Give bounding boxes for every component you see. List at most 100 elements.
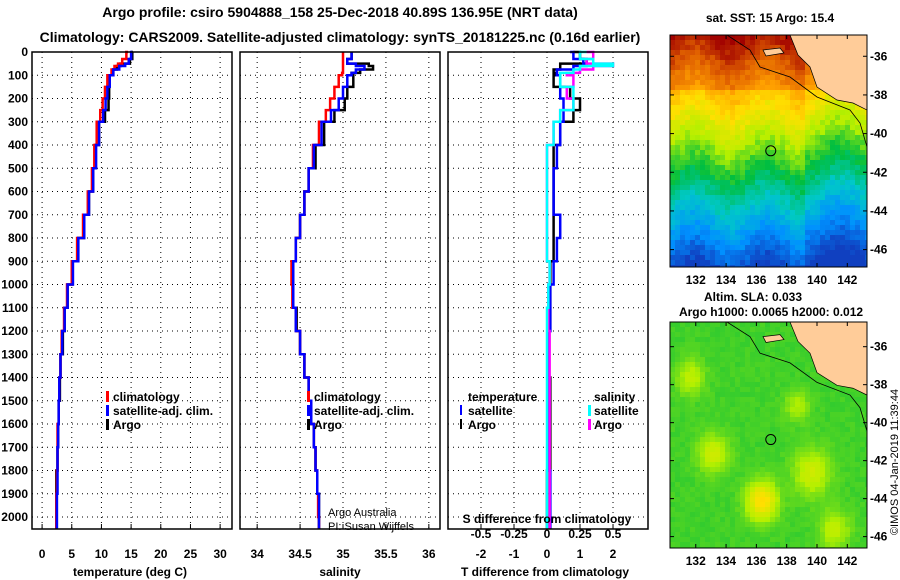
map-cell bbox=[730, 40, 736, 46]
map-cell bbox=[795, 160, 801, 166]
map-cell bbox=[680, 130, 686, 136]
map-cell bbox=[765, 322, 771, 328]
map-cell bbox=[690, 195, 696, 201]
map-cell bbox=[845, 165, 851, 171]
map-cell bbox=[720, 352, 726, 358]
map-cell bbox=[775, 35, 781, 41]
map-cell bbox=[755, 255, 761, 261]
map-cell bbox=[730, 90, 736, 96]
legend-swatch-s-argo bbox=[588, 419, 591, 430]
map-cell bbox=[850, 422, 856, 428]
map-cell bbox=[705, 537, 711, 543]
map-cell bbox=[750, 120, 756, 126]
map-cell bbox=[785, 357, 791, 363]
map-cell bbox=[830, 402, 836, 408]
map-cell bbox=[695, 130, 701, 136]
map-cell bbox=[760, 487, 766, 493]
map-cell bbox=[815, 427, 821, 433]
map-cell bbox=[765, 120, 771, 126]
map-cell bbox=[705, 502, 711, 508]
map-cell bbox=[770, 472, 776, 478]
map-cell bbox=[755, 245, 761, 251]
map-cell bbox=[710, 180, 716, 186]
map-cell bbox=[840, 492, 846, 498]
map-cell bbox=[810, 215, 816, 221]
map-cell bbox=[785, 235, 791, 241]
map-cell bbox=[735, 55, 741, 61]
map-cell bbox=[710, 477, 716, 483]
map-cell bbox=[795, 170, 801, 176]
map-cell bbox=[780, 110, 786, 116]
map-cell bbox=[845, 467, 851, 473]
map-cell bbox=[755, 452, 761, 458]
map-cell bbox=[780, 362, 786, 368]
map-cell bbox=[710, 220, 716, 226]
map-cell bbox=[800, 195, 806, 201]
map-cell bbox=[845, 472, 851, 478]
map-cell bbox=[825, 240, 831, 246]
map-cell bbox=[780, 140, 786, 146]
map-cell bbox=[790, 377, 796, 383]
map-cell bbox=[675, 372, 681, 378]
map-cell bbox=[735, 230, 741, 236]
map-cell bbox=[725, 185, 731, 191]
map-cell bbox=[815, 145, 821, 151]
map-cell bbox=[835, 260, 841, 266]
map-cell bbox=[805, 532, 811, 538]
map-cell bbox=[750, 422, 756, 428]
map-cell bbox=[745, 437, 751, 443]
map-cell bbox=[710, 205, 716, 211]
map-cell bbox=[740, 442, 746, 448]
map-cell bbox=[825, 422, 831, 428]
map-cell bbox=[690, 517, 696, 523]
map-cell bbox=[680, 220, 686, 226]
map-cell bbox=[770, 200, 776, 206]
map-cell bbox=[715, 457, 721, 463]
map-cell bbox=[770, 150, 776, 156]
map-cell bbox=[805, 402, 811, 408]
map-cell bbox=[780, 457, 786, 463]
map-cell bbox=[730, 245, 736, 251]
map-cell bbox=[675, 235, 681, 241]
map-cell bbox=[835, 170, 841, 176]
map-cell bbox=[845, 170, 851, 176]
map-cell bbox=[845, 140, 851, 146]
map-cell bbox=[755, 492, 761, 498]
map-cell bbox=[790, 160, 796, 166]
map-cell bbox=[820, 507, 826, 513]
map-cell bbox=[755, 467, 761, 473]
map-cell bbox=[730, 120, 736, 126]
map-cell bbox=[715, 432, 721, 438]
map-cell bbox=[705, 135, 711, 141]
map-cell bbox=[700, 452, 706, 458]
map-cell bbox=[690, 537, 696, 543]
map-cell bbox=[705, 322, 711, 328]
map-cell bbox=[700, 327, 706, 333]
map-cell bbox=[690, 205, 696, 211]
map-cell bbox=[850, 437, 856, 443]
map-cell bbox=[715, 215, 721, 221]
map-cell bbox=[760, 210, 766, 216]
map-cell bbox=[845, 215, 851, 221]
map-cell bbox=[695, 472, 701, 478]
series-line-satellite-adj-clim- bbox=[55, 50, 133, 529]
map-cell bbox=[775, 155, 781, 161]
map-cell bbox=[700, 235, 706, 241]
map-cell bbox=[710, 135, 716, 141]
salinity-panel: 34 34.5 35 35.5 36 bbox=[239, 51, 441, 561]
map-cell bbox=[670, 472, 676, 478]
map-cell bbox=[810, 392, 816, 398]
map-cell bbox=[755, 477, 761, 483]
map-cell bbox=[740, 407, 746, 413]
map-cell bbox=[835, 457, 841, 463]
map-cell bbox=[805, 245, 811, 251]
map-cell bbox=[670, 512, 676, 518]
map-cell bbox=[820, 437, 826, 443]
map-cell bbox=[805, 190, 811, 196]
map-cell bbox=[680, 50, 686, 56]
map-cell bbox=[710, 397, 716, 403]
map-cell bbox=[710, 230, 716, 236]
map-cell bbox=[690, 50, 696, 56]
map-cell bbox=[795, 462, 801, 468]
map-cell bbox=[745, 205, 751, 211]
